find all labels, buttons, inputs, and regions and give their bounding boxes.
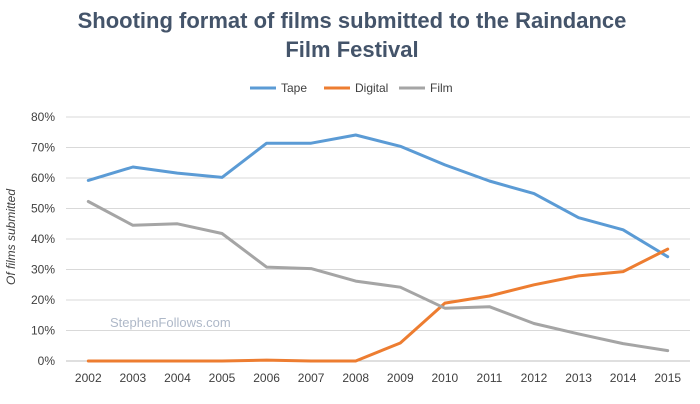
y-tick-label: 20% bbox=[31, 293, 55, 307]
y-axis-ticks: 0% 10% 20% 30% 40% 50% 60% 70% 80% bbox=[31, 110, 55, 368]
x-axis-ticks: 2002 2003 2004 2005 2006 2007 2008 2009 2010 2011… bbox=[75, 371, 681, 385]
legend-label-tape: Tape bbox=[281, 81, 307, 95]
watermark: StephenFollows.com bbox=[110, 315, 231, 330]
series-line-digital bbox=[86, 247, 670, 363]
x-tick-label: 2008 bbox=[342, 371, 369, 385]
x-tick-label: 2014 bbox=[610, 371, 637, 385]
series-line-tape bbox=[86, 133, 670, 259]
y-tick-label: 40% bbox=[31, 232, 55, 246]
series-lines bbox=[86, 133, 670, 363]
y-tick-label: 10% bbox=[31, 324, 55, 338]
x-tick-label: 2004 bbox=[164, 371, 191, 385]
y-tick-label: 0% bbox=[38, 354, 56, 368]
legend-label-film: Film bbox=[430, 81, 453, 95]
y-tick-label: 70% bbox=[31, 141, 55, 155]
series-line-film bbox=[86, 200, 670, 353]
x-tick-label: 2011 bbox=[477, 371, 503, 385]
x-tick-label: 2010 bbox=[432, 371, 459, 385]
x-tick-label: 2007 bbox=[298, 371, 325, 385]
y-tick-label: 80% bbox=[31, 110, 55, 124]
x-tick-label: 2006 bbox=[253, 371, 280, 385]
x-tick-label: 2012 bbox=[521, 371, 548, 385]
y-axis-label: Of films submitted bbox=[4, 189, 18, 285]
y-tick-label: 60% bbox=[31, 171, 55, 185]
x-tick-label: 2002 bbox=[75, 371, 102, 385]
x-tick-label: 2009 bbox=[387, 371, 414, 385]
chart-title-line-2: Film Festival bbox=[285, 37, 418, 62]
chart-title-line-1: Shooting format of films submitted to th… bbox=[78, 8, 627, 33]
legend-label-digital: Digital bbox=[355, 81, 388, 95]
x-tick-label: 2005 bbox=[209, 371, 236, 385]
legend: Tape Digital Film bbox=[250, 81, 453, 95]
x-tick-label: 2015 bbox=[654, 371, 681, 385]
y-tick-label: 30% bbox=[31, 263, 55, 277]
y-tick-label: 50% bbox=[31, 202, 55, 216]
x-tick-label: 2003 bbox=[120, 371, 147, 385]
x-tick-label: 2013 bbox=[565, 371, 592, 385]
